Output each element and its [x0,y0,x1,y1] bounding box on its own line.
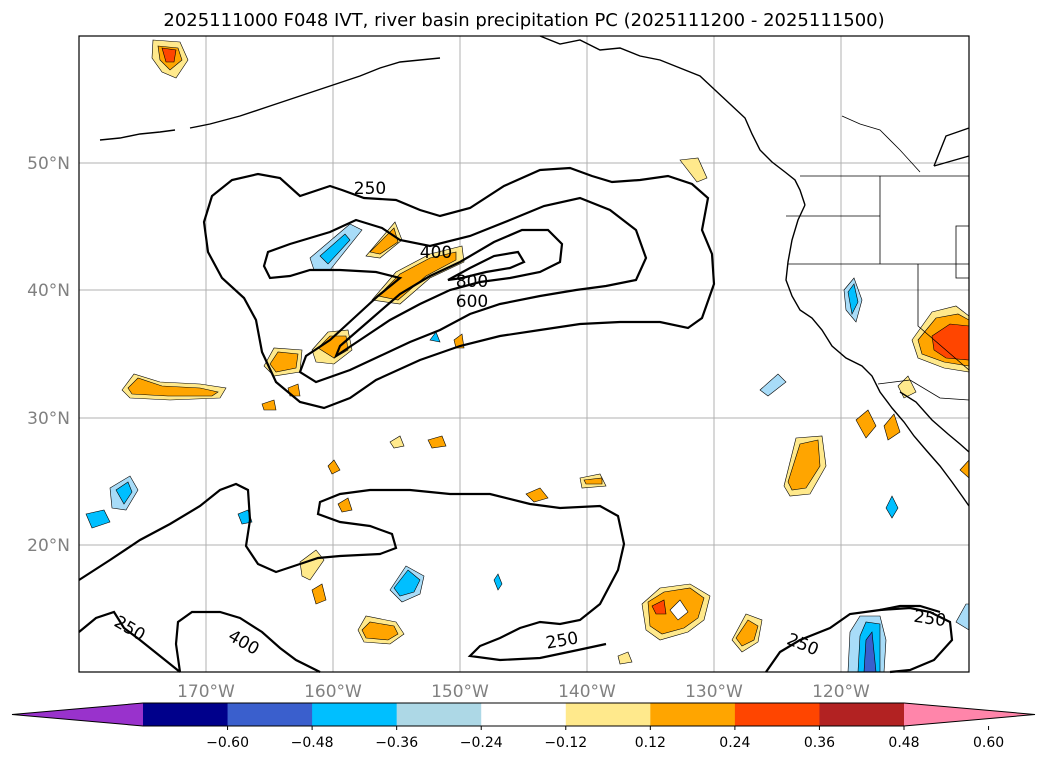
precip-anomaly-positive [883,413,901,441]
colorbar-cell [734,703,820,726]
precip-anomaly-positive [855,409,877,439]
precip-anomaly-positive [617,651,633,665]
lat-tick-label: 50°N [27,154,70,174]
ivt-contour-250-east [765,606,954,674]
figure-title: 2025111000 F048 IVT, river basin precipi… [163,10,884,31]
contour-label: 400 [420,243,452,263]
precip-anomaly-positive [377,251,457,301]
ivt-contour-400-south [78,610,321,673]
state-border [917,264,970,371]
province-border [841,115,921,173]
colorbar-tick-label: −0.48 [291,735,334,751]
lat-tick-label: 30°N [27,409,70,429]
lon-tick-label: 170°W [177,682,235,702]
lon-tick-label: 130°W [685,682,743,702]
precip-anomaly-positive [427,435,447,449]
lon-tick-label: 160°W [304,682,362,702]
lon-tick-label: 140°W [558,682,616,702]
colorbar-ticks: −0.60 −0.48 −0.36 −0.24 −0.12 0.12 0.24 0.36 0.4… [206,726,1004,751]
precip-anomaly-positive [787,439,821,491]
contour-label: 250 [354,179,386,199]
alaska-coast [539,35,806,206]
precip-anomaly-positive [337,497,353,513]
precip-anomaly-positive [525,487,549,503]
colorbar-outline [11,702,1036,727]
ivt-contour-800 [447,250,526,282]
precip-anomaly-positive [583,477,603,485]
precip-anomaly-negative [885,495,899,519]
longitude-ticks: 170°W 160°W 150°W 140°W 130°W 120°W [177,682,870,702]
us-west-coast [785,204,970,507]
colorbar-cell [565,703,651,726]
colorbar-cell [396,703,482,726]
us-mexico-border [877,379,970,401]
ivt-contour-400 [262,196,648,384]
precip-anomaly-positive [669,599,689,621]
colorbar-extend-max [904,703,1035,726]
colorbar-tick-label: 0.48 [888,735,919,751]
ivt-contour-250 [202,166,716,410]
map-panel: 250 400 800 600 250 400 250 250 250 [78,35,970,674]
colorbar-cells [11,702,1036,727]
precip-anomaly-negative [115,481,133,505]
colorbar-tick-label: 0.24 [719,735,750,751]
colorbar-cell [819,703,905,726]
aleutian-islands [99,57,441,141]
contour-label: 600 [456,292,488,312]
precip-anomaly-positive [261,399,277,411]
precip-anomaly-negative [493,573,503,591]
precip-anomaly-positive [127,377,219,397]
contour-label: 250 [912,607,947,631]
ivt-contour-250-east2 [879,604,941,614]
colorbar-cell [143,703,229,726]
precip-anomaly-negative [319,233,351,265]
precip-anomaly-negative [429,331,441,343]
colorbar-tick-label: −0.36 [375,735,418,751]
precip-anomaly-positive [679,157,708,183]
lon-tick-label: 150°W [431,682,489,702]
precip-anomaly-positive [735,619,759,647]
lat-tick-label: 20°N [27,536,70,556]
precip-anomaly-positive [327,459,341,475]
colorbar-tick-label: −0.24 [460,735,503,751]
lat-tick-label: 40°N [27,281,70,301]
lon-tick-label: 120°W [812,682,870,702]
latitude-ticks: 50°N 40°N 30°N 20°N [27,154,70,556]
precip-anomaly-positive [361,621,399,641]
precip-anomaly-positive [651,599,667,615]
precip-anomaly-negative [393,569,421,597]
contour-label: 800 [456,272,488,292]
ivt-contour-250-south [78,482,626,662]
ivt-contour-600 [333,228,564,359]
colorbar-cell [650,703,736,726]
colorbar-tick-label: 0.60 [973,735,1004,751]
coastlines [99,35,970,507]
baja-gulf-coast [899,391,970,453]
precip-pc-shading [85,39,970,673]
colorbar-tick-label: −0.60 [206,735,249,751]
colorbar-cell [312,703,398,726]
precip-anomaly-negative [847,283,859,315]
precip-anomaly-negative [759,373,787,397]
precip-anomaly-positive [389,435,405,449]
precip-anomaly-positive [311,583,327,605]
hudson-shoreline [933,127,970,167]
colorbar-tick-label: 0.36 [804,735,835,751]
colorbar-cell [227,703,313,726]
precip-anomaly-positive [161,47,177,63]
colorbar-extend-min [12,703,143,726]
map-frame [78,35,970,673]
colorbar-tick-label: −0.12 [544,735,587,751]
colorbar-cell [481,703,567,726]
precip-anomaly-positive [269,351,299,373]
ivt-contours [78,166,954,674]
colorbar: −0.60 −0.48 −0.36 −0.24 −0.12 0.12 0.24 0.36 0.4… [11,702,1036,751]
precip-anomaly-negative [85,509,111,529]
colorbar-tick-label: 0.12 [635,735,666,751]
